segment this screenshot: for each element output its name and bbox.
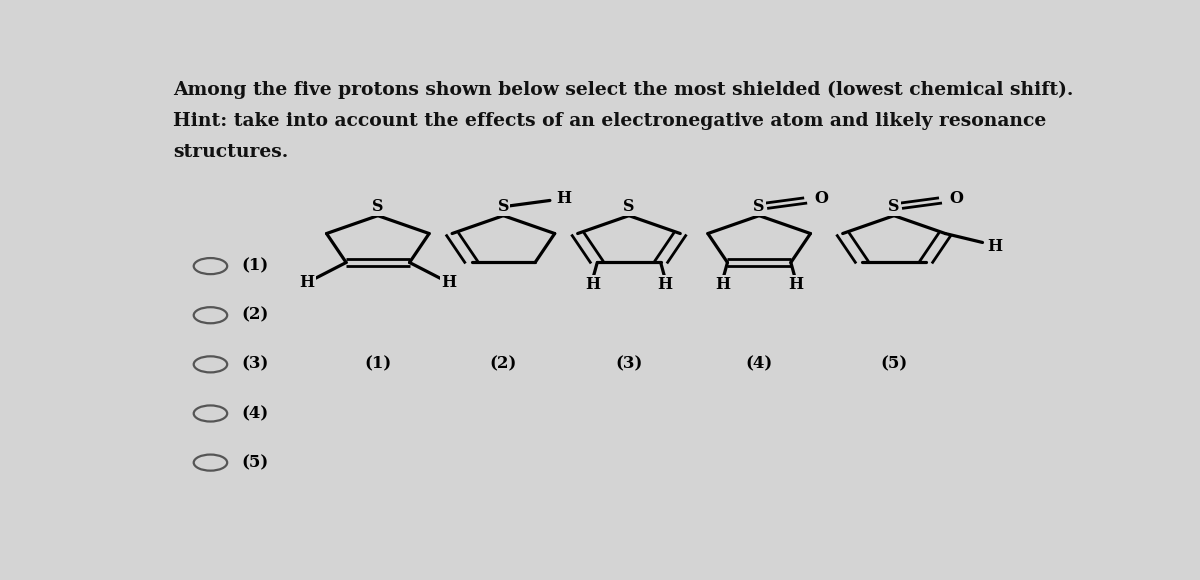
Text: S: S [754, 198, 764, 215]
Text: H: H [442, 274, 456, 291]
Text: structures.: structures. [173, 143, 288, 161]
Text: O: O [815, 190, 828, 207]
Text: H: H [788, 276, 803, 293]
Text: (1): (1) [365, 356, 391, 373]
Text: (2): (2) [241, 307, 269, 324]
Text: (5): (5) [881, 356, 907, 373]
Text: (2): (2) [490, 356, 517, 373]
Text: H: H [988, 238, 1002, 255]
Text: (3): (3) [616, 356, 643, 373]
Text: H: H [557, 190, 571, 207]
Text: S: S [888, 198, 900, 215]
Text: Hint: take into account the effects of an electronegative atom and likely resona: Hint: take into account the effects of a… [173, 112, 1046, 130]
Text: (3): (3) [241, 356, 269, 373]
Text: (4): (4) [745, 356, 773, 373]
Text: H: H [658, 276, 673, 293]
Text: H: H [715, 276, 731, 293]
Text: H: H [586, 276, 600, 293]
Text: H: H [300, 274, 314, 291]
Text: S: S [498, 198, 509, 215]
Text: (1): (1) [241, 258, 269, 274]
Text: S: S [623, 198, 635, 215]
Text: (4): (4) [241, 405, 269, 422]
Text: O: O [949, 190, 964, 207]
Text: S: S [372, 198, 384, 215]
Text: Among the five protons shown below select the most shielded (lowest chemical shi: Among the five protons shown below selec… [173, 81, 1074, 99]
Text: (5): (5) [241, 454, 269, 471]
